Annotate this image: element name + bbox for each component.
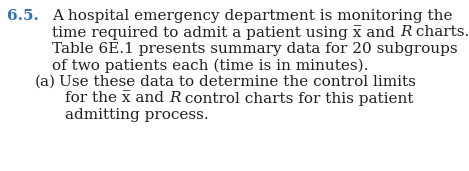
Text: for the x̅ and: for the x̅ and: [65, 91, 169, 106]
Text: Use these data to determine the control limits: Use these data to determine the control …: [59, 75, 416, 89]
Text: of two patients each (time is in minutes).: of two patients each (time is in minutes…: [52, 58, 368, 73]
Text: charts.: charts.: [411, 25, 469, 40]
Text: (a): (a): [35, 75, 56, 89]
Text: R: R: [169, 91, 181, 106]
Text: Table 6E.1 presents summary data for 20 subgroups: Table 6E.1 presents summary data for 20 …: [52, 42, 458, 56]
Text: time required to admit a patient using x̅ and: time required to admit a patient using x…: [52, 25, 400, 40]
Text: control charts for this patient: control charts for this patient: [181, 91, 414, 106]
Text: admitting process.: admitting process.: [65, 108, 209, 122]
Text: R: R: [400, 25, 411, 40]
Text: A hospital emergency department is monitoring the: A hospital emergency department is monit…: [52, 9, 453, 23]
Text: 6.5.: 6.5.: [7, 9, 39, 23]
